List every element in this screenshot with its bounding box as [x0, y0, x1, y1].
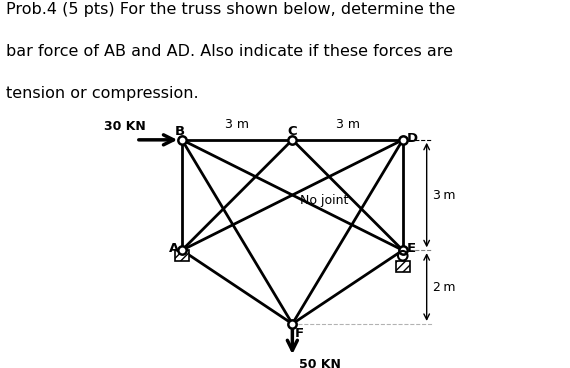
- Text: 2 m: 2 m: [433, 280, 456, 294]
- Text: tension or compression.: tension or compression.: [6, 86, 198, 102]
- Text: 3 m: 3 m: [433, 188, 456, 202]
- Text: D: D: [406, 131, 417, 145]
- Polygon shape: [175, 250, 189, 261]
- Text: 3 m: 3 m: [336, 118, 360, 131]
- Polygon shape: [396, 261, 410, 272]
- Text: A: A: [169, 242, 179, 255]
- Text: E: E: [406, 242, 416, 255]
- Text: 30 KN: 30 KN: [104, 120, 146, 133]
- Text: B: B: [175, 125, 185, 138]
- Text: 3 m: 3 m: [225, 118, 249, 131]
- Text: No joint: No joint: [300, 194, 348, 207]
- Text: Prob.4 (5 pts) For the truss shown below, determine the: Prob.4 (5 pts) For the truss shown below…: [6, 2, 455, 17]
- Text: C: C: [287, 125, 297, 138]
- Text: F: F: [295, 326, 304, 340]
- Text: 50 KN: 50 KN: [299, 358, 341, 368]
- Text: bar force of AB and AD. Also indicate if these forces are: bar force of AB and AD. Also indicate if…: [6, 44, 453, 59]
